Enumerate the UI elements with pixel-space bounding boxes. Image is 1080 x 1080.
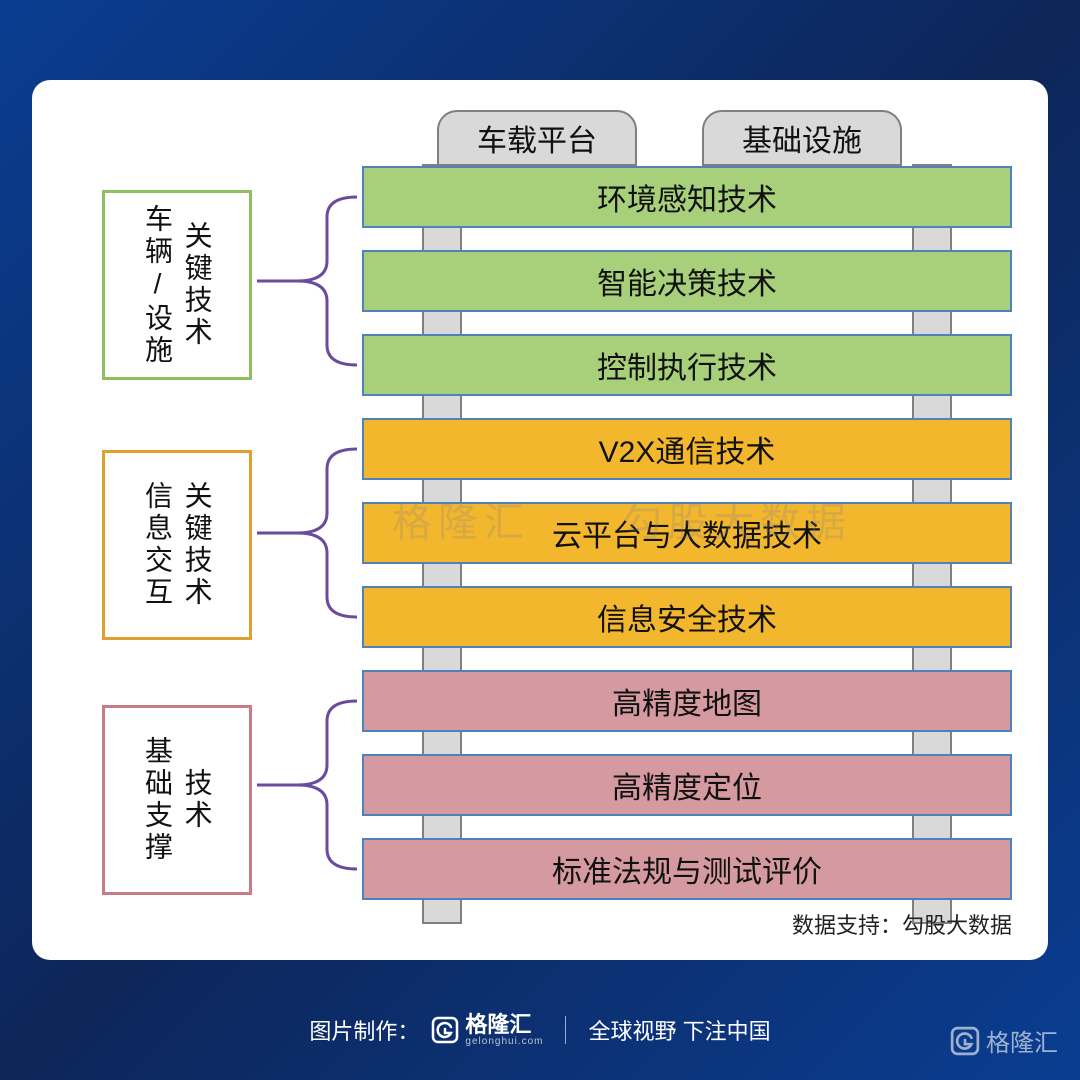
tech-row: 信息安全技术	[362, 586, 1012, 648]
tech-row: 环境感知技术	[362, 166, 1012, 228]
category-label: 信息交互	[140, 481, 174, 609]
bracket-icon	[257, 681, 367, 889]
column-tab: 车载平台	[437, 110, 637, 166]
category-box: 车辆/设施关键技术	[102, 190, 252, 380]
logo-g-icon	[950, 1026, 980, 1056]
corner-logo: 格隆汇	[950, 1023, 1058, 1058]
category-label: 车辆/设施	[140, 204, 174, 367]
tech-row: 控制执行技术	[362, 334, 1012, 396]
data-support-label: 数据支持：勾股大数据	[792, 908, 1012, 940]
bracket-icon	[257, 177, 367, 385]
tech-row: V2X通信技术	[362, 418, 1012, 480]
category-label: 技术	[180, 768, 214, 832]
tech-row: 智能决策技术	[362, 250, 1012, 312]
brand-name: 格隆汇	[465, 1013, 531, 1037]
slogan: 全球视野 下注中国	[588, 1014, 770, 1046]
column-tab: 基础设施	[702, 110, 902, 166]
category-label: 关键技术	[180, 221, 214, 349]
category-label: 关键技术	[180, 481, 214, 609]
tech-row: 高精度地图	[362, 670, 1012, 732]
corner-brand: 格隆汇	[986, 1023, 1058, 1058]
footer-divider	[565, 1016, 566, 1044]
content-card: 车载平台 基础设施 环境感知技术智能决策技术控制执行技术 V2X通信技术云平台与大数…	[32, 80, 1048, 960]
category-box: 基础支撑技术	[102, 705, 252, 895]
brand-logo: 格隆汇 gelonghui.com	[431, 1013, 543, 1047]
category-label: 基础支撑	[140, 736, 174, 864]
brand-sub: gelonghui.com	[465, 1037, 543, 1047]
tech-row: 高精度定位	[362, 754, 1012, 816]
category-box: 信息交互关键技术	[102, 450, 252, 640]
logo-g-icon	[431, 1016, 459, 1044]
tech-row: 标准法规与测试评价	[362, 838, 1012, 900]
made-by-label: 图片制作：	[309, 1014, 419, 1046]
diagram: 车载平台 基础设施 环境感知技术智能决策技术控制执行技术 V2X通信技术云平台与大数…	[62, 110, 1018, 940]
bracket-icon	[257, 429, 367, 637]
footer-strip: 图片制作： 格隆汇 gelonghui.com 全球视野 下注中国	[0, 1000, 1080, 1060]
tech-row: 云平台与大数据技术	[362, 502, 1012, 564]
